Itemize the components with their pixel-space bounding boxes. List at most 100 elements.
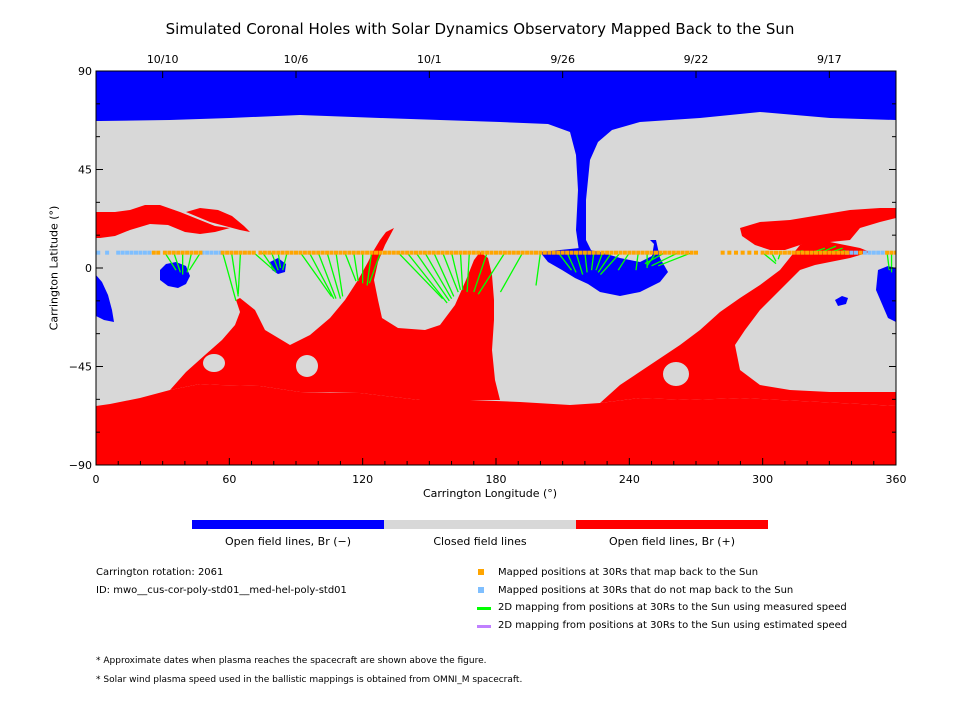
mapping-line [397, 252, 444, 300]
y-axis-label: Carrington Latitude (°) [47, 205, 61, 331]
mapped-marker [418, 250, 423, 255]
mapped-marker [587, 250, 592, 255]
mapped-marker [747, 250, 752, 255]
top-date-label: 10/10 [147, 53, 179, 66]
mapped-marker [391, 250, 396, 255]
mapped-marker [534, 250, 538, 255]
colorbar-label-negative: Open field lines, Br (−) [224, 535, 352, 548]
model-id-text: ID: mwo__cus-cor-poly-std01__med-hel-pol… [96, 585, 347, 596]
y-tick-label: 45 [78, 164, 92, 177]
not-mapped-marker [125, 250, 130, 255]
mapped-marker [198, 250, 203, 255]
footnote-speed-source: * Solar wind plasma speed used in the ba… [96, 675, 523, 685]
mapped-marker [467, 250, 472, 255]
mapped-marker [805, 250, 810, 255]
mapping-line [335, 252, 344, 297]
mapped-marker [525, 250, 530, 255]
mapping-line [366, 252, 373, 286]
mapping-line [590, 252, 595, 271]
mapping-line [617, 252, 630, 271]
mapped-marker [176, 250, 181, 255]
mapped-marker [614, 250, 618, 255]
legend-not-mapped-marker [478, 587, 484, 593]
mapped-marker [365, 250, 370, 255]
y-tick-label: −90 [69, 459, 92, 472]
mapped-marker [311, 250, 316, 255]
mapped-marker [360, 250, 365, 255]
closed-island-2 [296, 355, 318, 377]
mapping-line [575, 252, 584, 275]
coronal-field-map [96, 71, 896, 465]
mapped-marker [662, 250, 667, 255]
mapped-marker [378, 250, 383, 255]
top-date-label: 10/1 [417, 53, 442, 66]
mapped-marker [334, 250, 338, 255]
mapped-marker [338, 250, 343, 255]
mapped-marker [185, 250, 190, 255]
mapping-line [557, 252, 573, 271]
mapped-marker [414, 250, 418, 255]
mapping-line [599, 252, 621, 276]
mapped-marker [189, 250, 194, 255]
mapped-marker [436, 250, 441, 255]
x-tick-label: 60 [222, 473, 236, 486]
not-mapped-marker [147, 250, 152, 255]
mapped-marker [162, 250, 167, 255]
mapped-marker [809, 250, 814, 255]
mapped-marker [220, 250, 225, 255]
x-tick-label: 120 [352, 473, 373, 486]
mapped-marker [369, 250, 374, 255]
colorbar-label-closed: Closed field lines [433, 535, 527, 548]
y-tick-label: 0 [85, 262, 92, 275]
x-tick-label: 360 [886, 473, 907, 486]
mapped-marker [822, 250, 827, 255]
mapped-marker [242, 250, 247, 255]
legend-estimated-line [477, 625, 491, 628]
mapping-line [186, 252, 193, 273]
mapped-marker [529, 250, 534, 255]
y-tick-label: 90 [78, 65, 92, 78]
top-date-label: 9/17 [817, 53, 842, 66]
mapped-marker [645, 250, 650, 255]
mapping-line [424, 252, 453, 299]
mapped-marker [307, 250, 312, 255]
north-polar-negative-hole [96, 71, 896, 262]
x-tick-label: 300 [752, 473, 773, 486]
mapping-line [188, 252, 201, 271]
mapped-marker [640, 250, 645, 255]
not-mapped-marker [105, 250, 110, 255]
top-date-label: 10/6 [284, 53, 309, 66]
mapping-line [597, 252, 613, 273]
legend-mapped-label: Mapped positions at 30Rs that map back t… [498, 567, 759, 578]
mapped-marker [405, 250, 410, 255]
mapped-marker [885, 250, 890, 255]
not-mapped-marker [871, 250, 876, 255]
mapped-marker [649, 250, 654, 255]
y-tick-label: −45 [69, 361, 92, 374]
mapped-marker [180, 250, 185, 255]
mapping-line [222, 252, 237, 302]
closed-island-3 [663, 362, 689, 386]
not-mapped-marker [120, 250, 125, 255]
northwest-positive-lobe [96, 205, 230, 238]
mapping-line [164, 252, 177, 271]
mapped-marker [631, 250, 636, 255]
not-mapped-marker [854, 250, 858, 255]
mapping-line [477, 252, 506, 295]
mapped-marker [654, 250, 658, 255]
mapped-marker [480, 250, 485, 255]
mapped-marker [351, 250, 356, 255]
mapped-marker [578, 250, 583, 255]
mapped-marker [374, 250, 378, 255]
mapping-line [262, 252, 277, 273]
mapped-marker [689, 250, 694, 255]
mapping-line [829, 247, 843, 254]
mapped-marker [342, 250, 347, 255]
mapping-line [450, 252, 462, 291]
mapping-line [282, 252, 288, 271]
mapped-marker [449, 250, 454, 255]
mapping-line [406, 252, 448, 304]
mapped-marker [320, 250, 325, 255]
mapped-marker [302, 250, 307, 255]
